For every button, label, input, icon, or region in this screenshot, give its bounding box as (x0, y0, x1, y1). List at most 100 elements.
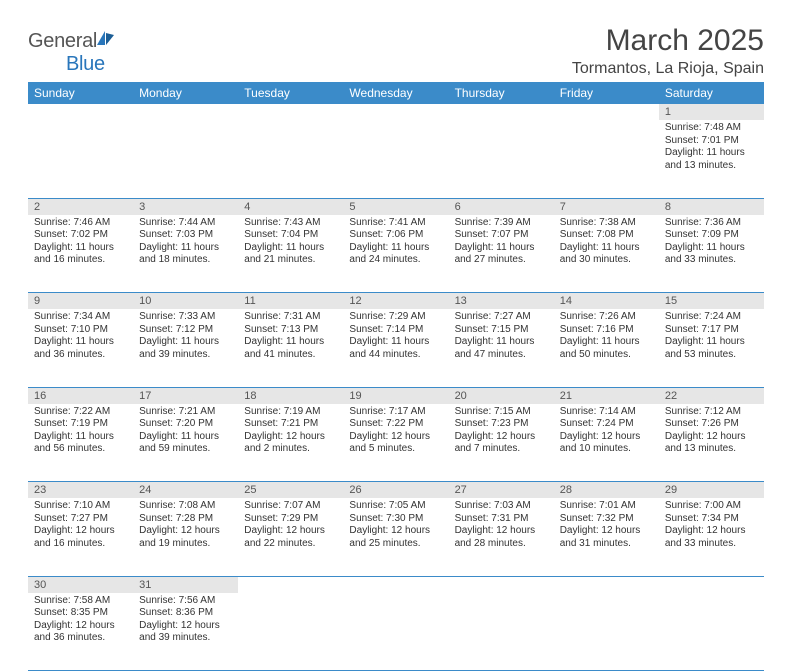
day-number-cell: 26 (343, 482, 448, 499)
day-content-row: Sunrise: 7:46 AMSunset: 7:02 PMDaylight:… (28, 215, 764, 293)
day-number-cell: 28 (554, 482, 659, 499)
day-content-cell: Sunrise: 7:43 AMSunset: 7:04 PMDaylight:… (238, 215, 343, 293)
weekday-header: Saturday (659, 82, 764, 104)
day-number-cell: 14 (554, 293, 659, 310)
day-number-cell (554, 576, 659, 593)
logo: General Blue (28, 24, 117, 76)
daylight-line: Daylight: 11 hours and 21 minutes. (244, 242, 337, 267)
weekday-header: Wednesday (343, 82, 448, 104)
day-content-cell (238, 120, 343, 198)
day-number-cell (238, 576, 343, 593)
daylight-line: Daylight: 11 hours and 13 minutes. (665, 147, 758, 172)
sunset-line: Sunset: 7:16 PM (560, 324, 653, 337)
day-number-cell: 13 (449, 293, 554, 310)
logo-word-general: General (28, 30, 97, 52)
calendar-body: 1Sunrise: 7:48 AMSunset: 7:01 PMDaylight… (28, 104, 764, 671)
day-number-cell: 1 (659, 104, 764, 120)
day-number-cell (449, 576, 554, 593)
sunset-line: Sunset: 7:03 PM (139, 229, 232, 242)
sunset-line: Sunset: 7:04 PM (244, 229, 337, 242)
day-number-cell (238, 104, 343, 120)
header: General Blue March 2025 Tormantos, La Ri… (28, 24, 764, 78)
day-number-cell: 27 (449, 482, 554, 499)
sunset-line: Sunset: 7:19 PM (34, 418, 127, 431)
daylight-line: Daylight: 11 hours and 24 minutes. (349, 242, 442, 267)
day-number-cell: 29 (659, 482, 764, 499)
day-content-cell: Sunrise: 7:33 AMSunset: 7:12 PMDaylight:… (133, 309, 238, 387)
daylight-line: Daylight: 11 hours and 41 minutes. (244, 336, 337, 361)
sunrise-line: Sunrise: 7:03 AM (455, 500, 548, 513)
sunset-line: Sunset: 7:01 PM (665, 135, 758, 148)
daylight-line: Daylight: 12 hours and 7 minutes. (455, 431, 548, 456)
day-content-cell: Sunrise: 7:03 AMSunset: 7:31 PMDaylight:… (449, 498, 554, 576)
daylight-line: Daylight: 12 hours and 22 minutes. (244, 525, 337, 550)
sunrise-line: Sunrise: 7:05 AM (349, 500, 442, 513)
logo-word-blue: Blue (66, 53, 105, 75)
sail-icon (95, 29, 117, 53)
day-number-cell: 23 (28, 482, 133, 499)
sunset-line: Sunset: 7:24 PM (560, 418, 653, 431)
daylight-line: Daylight: 11 hours and 56 minutes. (34, 431, 127, 456)
day-content-cell: Sunrise: 7:14 AMSunset: 7:24 PMDaylight:… (554, 404, 659, 482)
sunset-line: Sunset: 7:27 PM (34, 513, 127, 526)
day-number-cell (554, 104, 659, 120)
day-number-cell: 9 (28, 293, 133, 310)
day-number-cell (133, 104, 238, 120)
day-content-cell (449, 120, 554, 198)
sunrise-line: Sunrise: 7:38 AM (560, 217, 653, 230)
sunrise-line: Sunrise: 7:10 AM (34, 500, 127, 513)
sunrise-line: Sunrise: 7:19 AM (244, 406, 337, 419)
sunset-line: Sunset: 7:17 PM (665, 324, 758, 337)
sunset-line: Sunset: 7:13 PM (244, 324, 337, 337)
sunrise-line: Sunrise: 7:56 AM (139, 595, 232, 608)
sunrise-line: Sunrise: 7:14 AM (560, 406, 653, 419)
daylight-line: Daylight: 12 hours and 16 minutes. (34, 525, 127, 550)
sunrise-line: Sunrise: 7:36 AM (665, 217, 758, 230)
day-number-cell (343, 576, 448, 593)
day-content-cell: Sunrise: 7:38 AMSunset: 7:08 PMDaylight:… (554, 215, 659, 293)
day-content-cell: Sunrise: 7:22 AMSunset: 7:19 PMDaylight:… (28, 404, 133, 482)
day-number-cell: 3 (133, 198, 238, 215)
sunset-line: Sunset: 7:21 PM (244, 418, 337, 431)
sunrise-line: Sunrise: 7:58 AM (34, 595, 127, 608)
day-content-row: Sunrise: 7:48 AMSunset: 7:01 PMDaylight:… (28, 120, 764, 198)
day-content-cell: Sunrise: 7:19 AMSunset: 7:21 PMDaylight:… (238, 404, 343, 482)
day-content-cell: Sunrise: 7:48 AMSunset: 7:01 PMDaylight:… (659, 120, 764, 198)
day-number-cell: 2 (28, 198, 133, 215)
day-content-row: Sunrise: 7:22 AMSunset: 7:19 PMDaylight:… (28, 404, 764, 482)
sunset-line: Sunset: 7:12 PM (139, 324, 232, 337)
weekday-header: Monday (133, 82, 238, 104)
sunrise-line: Sunrise: 7:46 AM (34, 217, 127, 230)
day-number-cell: 22 (659, 387, 764, 404)
daylight-line: Daylight: 11 hours and 36 minutes. (34, 336, 127, 361)
day-number-cell: 17 (133, 387, 238, 404)
day-content-cell (554, 120, 659, 198)
daylight-line: Daylight: 11 hours and 39 minutes. (139, 336, 232, 361)
day-number-cell: 18 (238, 387, 343, 404)
day-content-cell (659, 593, 764, 671)
day-content-cell: Sunrise: 7:05 AMSunset: 7:30 PMDaylight:… (343, 498, 448, 576)
daylight-line: Daylight: 11 hours and 30 minutes. (560, 242, 653, 267)
day-number-row: 16171819202122 (28, 387, 764, 404)
sunrise-line: Sunrise: 7:27 AM (455, 311, 548, 324)
day-content-cell: Sunrise: 7:27 AMSunset: 7:15 PMDaylight:… (449, 309, 554, 387)
day-number-cell (449, 104, 554, 120)
sunrise-line: Sunrise: 7:34 AM (34, 311, 127, 324)
daylight-line: Daylight: 12 hours and 28 minutes. (455, 525, 548, 550)
day-content-cell (28, 120, 133, 198)
sunset-line: Sunset: 8:36 PM (139, 607, 232, 620)
day-number-cell: 30 (28, 576, 133, 593)
day-number-cell: 5 (343, 198, 448, 215)
sunset-line: Sunset: 7:34 PM (665, 513, 758, 526)
day-number-row: 23242526272829 (28, 482, 764, 499)
daylight-line: Daylight: 12 hours and 13 minutes. (665, 431, 758, 456)
day-content-cell: Sunrise: 7:24 AMSunset: 7:17 PMDaylight:… (659, 309, 764, 387)
daylight-line: Daylight: 11 hours and 47 minutes. (455, 336, 548, 361)
sunrise-line: Sunrise: 7:17 AM (349, 406, 442, 419)
day-content-cell: Sunrise: 7:07 AMSunset: 7:29 PMDaylight:… (238, 498, 343, 576)
daylight-line: Daylight: 11 hours and 50 minutes. (560, 336, 653, 361)
day-content-cell: Sunrise: 7:08 AMSunset: 7:28 PMDaylight:… (133, 498, 238, 576)
day-number-cell: 25 (238, 482, 343, 499)
day-number-row: 9101112131415 (28, 293, 764, 310)
sunrise-line: Sunrise: 7:31 AM (244, 311, 337, 324)
